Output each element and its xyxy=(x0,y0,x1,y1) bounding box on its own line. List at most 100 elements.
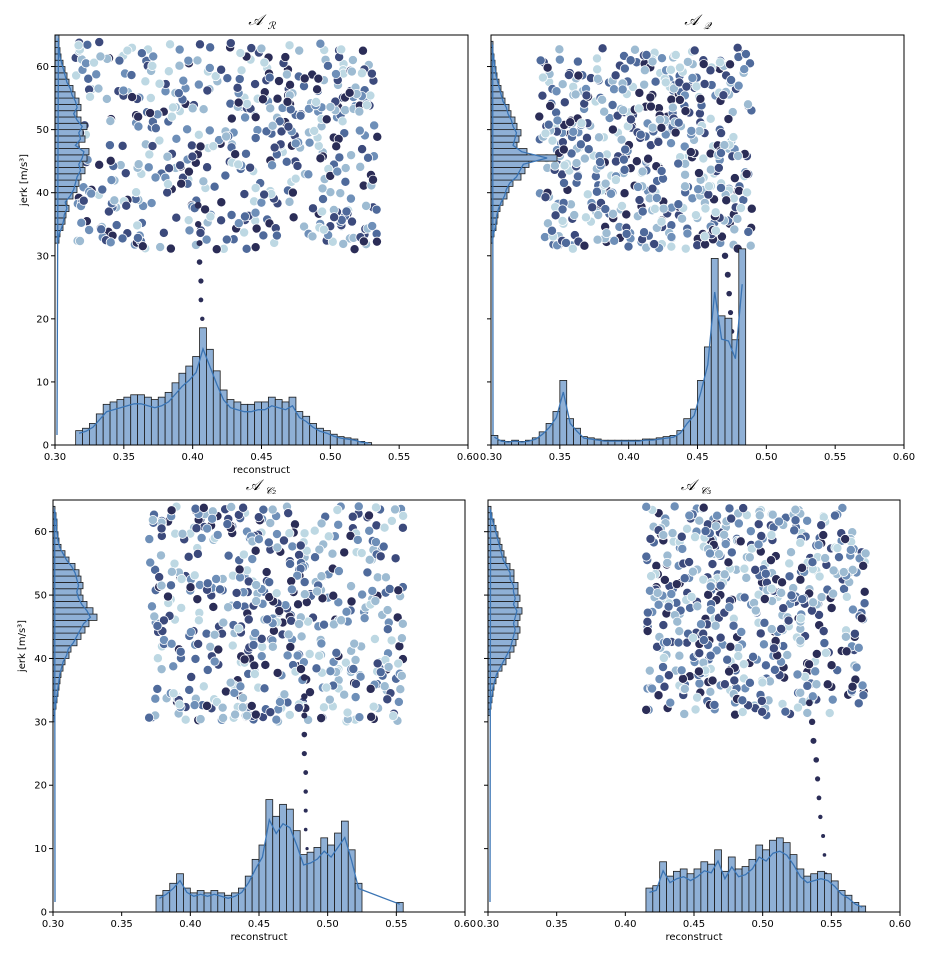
x-tick-label: 0.30 xyxy=(477,919,499,930)
scatter-point xyxy=(841,591,852,602)
scatter-point xyxy=(133,159,144,170)
scatter-point xyxy=(166,566,177,577)
scatter-point xyxy=(738,503,749,514)
tail-point xyxy=(815,776,821,782)
scatter-point xyxy=(621,209,632,220)
scatter-point xyxy=(633,103,644,114)
scatter-point xyxy=(250,242,261,253)
scatter-point xyxy=(282,96,293,107)
chart-title-sub: ℛ xyxy=(268,21,277,32)
scatter-point xyxy=(773,516,784,527)
scatter-point xyxy=(637,166,648,177)
scatter-point xyxy=(357,589,368,600)
scatter-point xyxy=(230,709,241,720)
scatter-point xyxy=(840,534,851,545)
scatter-point xyxy=(705,548,716,559)
tail-point xyxy=(300,674,308,681)
scatter-point xyxy=(278,535,289,546)
scatter-point xyxy=(722,654,733,665)
scatter-point xyxy=(198,104,209,115)
scatter-point xyxy=(676,665,687,676)
scatter-point xyxy=(723,557,734,568)
scatter-point xyxy=(354,712,365,723)
x-kde-line xyxy=(494,284,743,443)
tail-point xyxy=(200,316,205,322)
chart-title: 𝒜 xyxy=(248,11,267,29)
scatter-cluster xyxy=(641,501,871,721)
scatter-point xyxy=(192,548,203,559)
scatter-point xyxy=(733,150,744,161)
scatter-point xyxy=(666,232,677,243)
y-tick-label: 10 xyxy=(34,844,47,855)
scatter-point xyxy=(186,671,197,682)
scatter-point xyxy=(720,539,731,550)
scatter-point xyxy=(679,573,690,584)
scatter-point xyxy=(382,694,393,705)
scatter-point xyxy=(294,619,305,630)
scatter-point xyxy=(237,692,248,703)
scatter-point xyxy=(728,620,739,631)
scatter-point xyxy=(150,172,161,183)
scatter-point xyxy=(267,160,278,171)
scatter-point xyxy=(354,125,365,136)
scatter-point xyxy=(331,141,342,152)
scatter-point xyxy=(566,148,577,159)
scatter-point xyxy=(828,565,839,576)
scatter-point xyxy=(122,45,133,56)
scatter-point xyxy=(593,210,604,221)
scatter-point xyxy=(222,73,233,84)
scatter-point xyxy=(336,615,347,626)
scatter-point xyxy=(286,584,297,595)
scatter-point xyxy=(293,702,304,713)
scatter-point xyxy=(274,606,285,617)
scatter-point xyxy=(695,93,706,104)
scatter-point xyxy=(673,158,684,169)
x-tick-label: 0.60 xyxy=(893,452,915,463)
scatter-point xyxy=(307,231,318,242)
x-axis-label: reconstruct xyxy=(233,465,290,476)
scatter-point xyxy=(328,590,339,601)
x-tick-label: 0.35 xyxy=(546,919,568,930)
scatter-point xyxy=(810,666,821,677)
scatter-point xyxy=(748,651,759,662)
scatter-cluster xyxy=(70,37,383,255)
scatter-point xyxy=(587,202,598,213)
x-axis-label: reconstruct xyxy=(666,932,723,943)
scatter-point xyxy=(198,681,209,692)
scatter-point xyxy=(658,530,669,541)
scatter-point xyxy=(190,653,201,664)
scatter-point xyxy=(225,677,236,688)
scatter-point xyxy=(630,44,641,55)
scatter-point xyxy=(286,576,297,587)
y-tick-label: 60 xyxy=(34,527,47,538)
x-hist-bar xyxy=(707,863,716,913)
tail-point xyxy=(808,718,816,726)
scatter-point xyxy=(232,82,243,93)
x-hist-bar xyxy=(286,808,294,913)
scatter-point xyxy=(239,654,250,665)
scatter-point xyxy=(677,543,688,554)
scatter-point xyxy=(607,100,618,111)
x-hist-bar xyxy=(738,248,747,446)
tail-point xyxy=(724,271,731,278)
scatter-point xyxy=(202,523,213,534)
x-tick-label: 0.45 xyxy=(250,452,272,463)
scatter-point xyxy=(185,582,196,593)
scatter-point xyxy=(117,140,128,151)
scatter-point xyxy=(665,697,676,708)
x-hist-bar xyxy=(265,799,274,913)
scatter-point xyxy=(131,187,142,198)
scatter-point xyxy=(346,596,357,607)
scatter-point xyxy=(144,712,155,723)
scatter-point xyxy=(253,512,264,523)
scatter-point xyxy=(350,692,361,703)
scatter-point xyxy=(382,624,393,635)
scatter-point xyxy=(340,105,351,116)
scatter-point xyxy=(234,564,245,575)
scatter-point xyxy=(198,176,209,187)
scatter-point xyxy=(692,601,703,612)
scatter-point xyxy=(724,666,735,677)
scatter-point xyxy=(154,572,165,583)
scatter-point xyxy=(189,700,200,711)
scatter-point xyxy=(183,215,194,226)
